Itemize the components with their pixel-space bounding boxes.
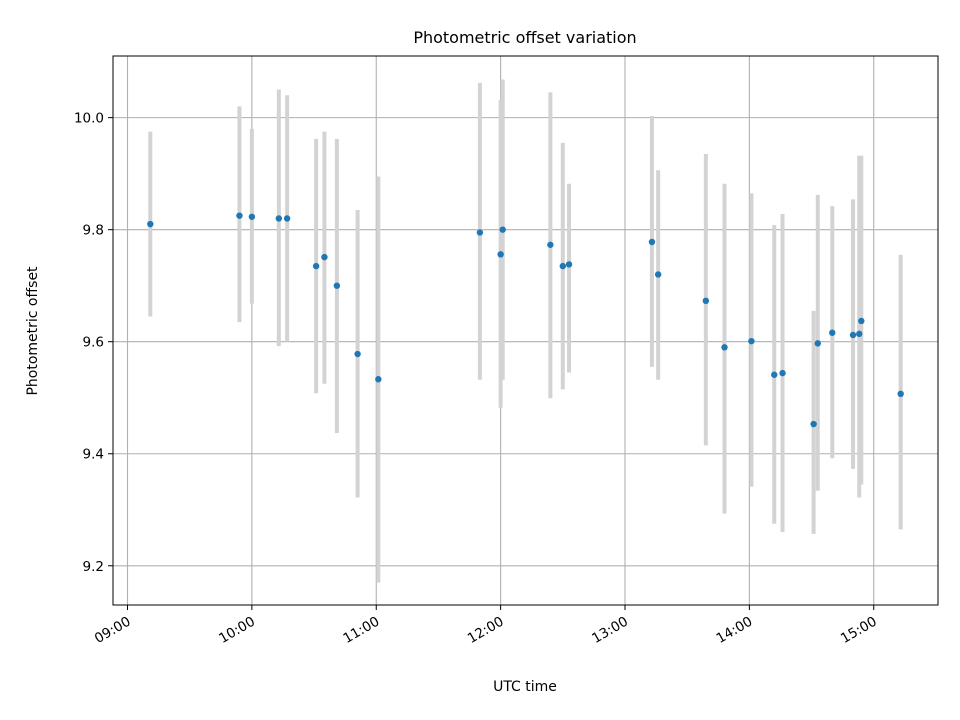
y-tick-label: 9.6	[83, 335, 104, 351]
y-axis-ticks: 9.2 9.4 9.6 9.8 10.0	[74, 111, 113, 575]
data-point	[275, 215, 283, 222]
data-point	[748, 337, 755, 345]
data-point	[897, 390, 904, 398]
data-point	[654, 271, 662, 278]
data-point	[547, 241, 554, 248]
data-point	[648, 238, 656, 246]
data-point	[236, 212, 243, 219]
data-point	[497, 251, 504, 258]
data-point	[559, 262, 567, 270]
data-point	[779, 369, 786, 377]
data-point	[312, 262, 320, 270]
data-point	[333, 282, 341, 289]
data-point	[702, 297, 710, 305]
data-point	[856, 330, 863, 338]
data-point	[814, 340, 821, 347]
chart-title: Photometric offset variation	[413, 28, 636, 47]
data-point	[565, 261, 573, 268]
data-point	[858, 317, 865, 325]
data-point	[375, 376, 382, 383]
grid-lines	[113, 56, 938, 605]
data-points	[147, 212, 904, 428]
data-point	[147, 220, 154, 228]
x-axis-label: UTC time	[493, 679, 557, 695]
data-point	[248, 213, 256, 220]
data-point	[354, 350, 361, 358]
y-axis-label: Photometric offset	[25, 266, 41, 396]
data-point	[771, 371, 778, 378]
y-tick-label: 10.0	[74, 111, 104, 127]
data-point	[321, 253, 328, 261]
plot-frame	[112, 55, 939, 606]
data-point	[721, 344, 728, 351]
data-point	[283, 215, 291, 222]
y-tick-label: 9.2	[83, 559, 104, 575]
data-point	[849, 331, 857, 339]
data-point	[476, 229, 484, 236]
y-tick-label: 9.8	[83, 223, 104, 239]
data-point	[829, 329, 836, 336]
y-tick-label: 9.4	[83, 447, 104, 463]
data-point	[499, 226, 506, 233]
data-point	[810, 420, 817, 428]
